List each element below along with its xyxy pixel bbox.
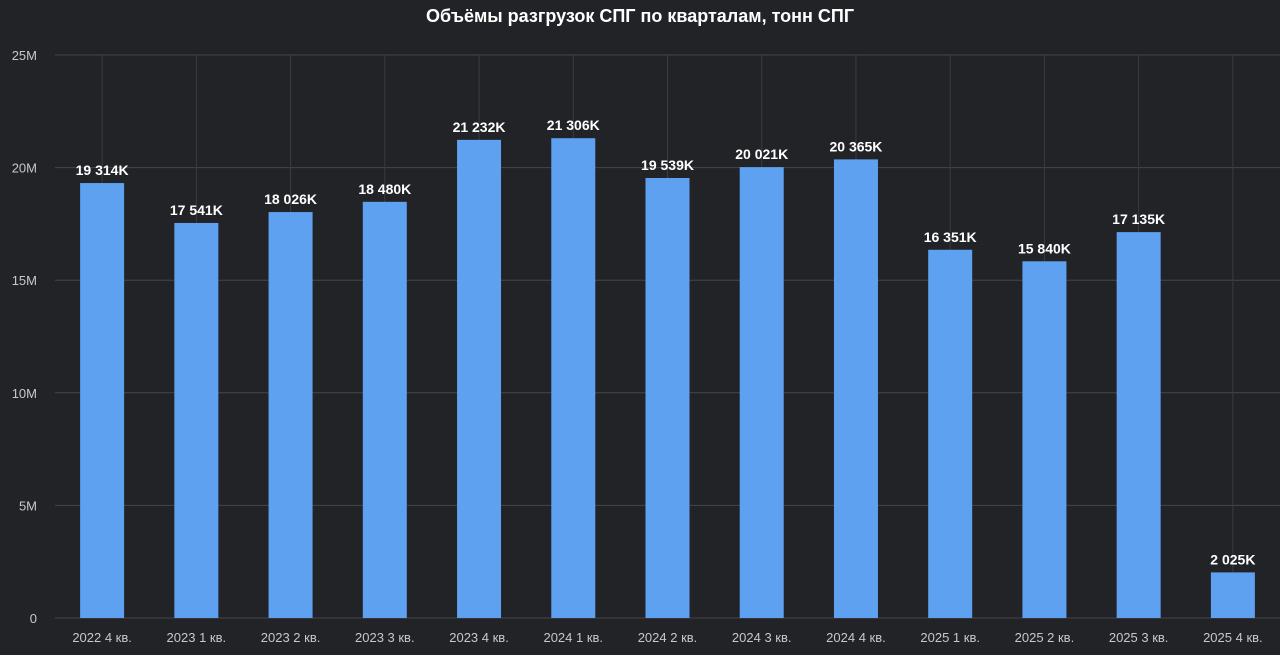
x-tick-label: 2023 3 кв.: [355, 630, 415, 645]
data-label-9: 16 351K: [924, 229, 977, 245]
data-label-12: 2 025K: [1210, 551, 1255, 567]
y-tick-label: 15M: [12, 273, 37, 288]
data-label-10: 15 840K: [1018, 240, 1071, 256]
data-label-8: 20 365K: [829, 138, 882, 154]
bar-0: [80, 183, 125, 619]
data-label-5: 21 306K: [547, 117, 600, 133]
x-tick-label: 2024 2 кв.: [638, 630, 698, 645]
y-tick-label: 25M: [12, 48, 37, 63]
bar-7: [739, 167, 784, 618]
data-label-3: 18 480K: [358, 181, 411, 197]
y-tick-label: 5M: [19, 498, 37, 513]
x-tick-label: 2023 4 кв.: [449, 630, 509, 645]
bar-10: [1022, 261, 1067, 618]
x-tick-label: 2024 3 кв.: [732, 630, 792, 645]
bar-1: [174, 222, 219, 618]
bar-6: [645, 177, 690, 618]
data-labels: 19 314K 17 541K 18 026K 18 480K 21 232K 21 30…: [76, 117, 1256, 567]
x-tick-label: 2024 1 кв.: [543, 630, 603, 645]
data-label-4: 21 232K: [453, 119, 506, 135]
x-tick-label: 2025 2 кв.: [1015, 630, 1075, 645]
bar-4: [457, 139, 502, 619]
x-tick-label: 2024 4 кв.: [826, 630, 886, 645]
bar-11: [1116, 232, 1161, 618]
bar-2: [268, 212, 313, 618]
bar-8: [833, 159, 878, 619]
x-tick-label: 2025 1 кв.: [920, 630, 980, 645]
data-label-6: 19 539K: [641, 157, 694, 173]
bar-3: [362, 201, 407, 619]
x-axis: 2022 4 кв. 2023 1 кв. 2023 2 кв. 2023 3 кв.…: [72, 630, 1262, 645]
data-label-11: 17 135K: [1112, 211, 1165, 227]
x-tick-label: 2023 2 кв.: [261, 630, 321, 645]
bar-5: [551, 138, 596, 618]
x-tick-label: 2025 3 кв.: [1109, 630, 1169, 645]
bar-12: [1210, 572, 1255, 618]
bars: [80, 138, 1255, 619]
bar-9: [928, 249, 973, 618]
data-label-0: 19 314K: [76, 162, 129, 178]
y-axis: 0 5M 10M 15M 20M 25M: [12, 48, 37, 626]
x-tick-label: 2022 4 кв.: [72, 630, 132, 645]
data-label-7: 20 021K: [735, 146, 788, 162]
y-tick-label: 0: [30, 611, 37, 626]
data-label-1: 17 541K: [170, 202, 223, 218]
y-tick-label: 20M: [12, 161, 37, 176]
x-tick-label: 2023 1 кв.: [167, 630, 227, 645]
x-tick-label: 2025 4 кв.: [1203, 630, 1263, 645]
chart-title: Объёмы разгрузок СПГ по кварталам, тонн …: [426, 6, 854, 26]
data-label-2: 18 026K: [264, 191, 317, 207]
y-tick-label: 10M: [12, 386, 37, 401]
